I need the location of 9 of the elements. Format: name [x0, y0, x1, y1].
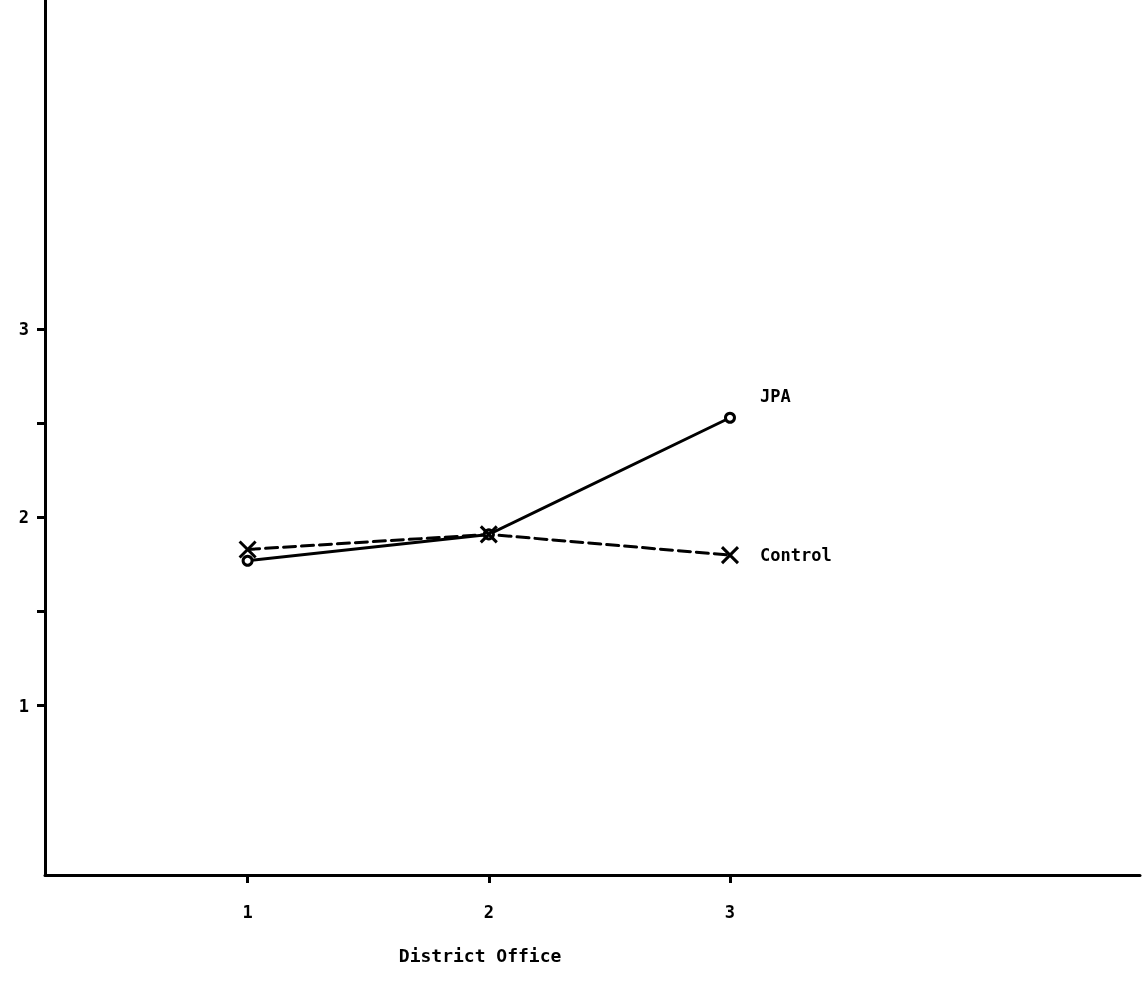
x-tick-label: 3	[724, 901, 736, 922]
y-tick-label: 2	[18, 507, 29, 528]
x-tick-label: 2	[483, 901, 494, 922]
series-label: Control	[759, 545, 832, 566]
x-tick-label: 1	[242, 901, 253, 922]
x-axis-title: District Office	[398, 944, 562, 966]
y-tick-label: 1	[18, 695, 29, 716]
y-tick-label: 3	[18, 319, 29, 340]
series-label: JPA	[759, 385, 791, 406]
